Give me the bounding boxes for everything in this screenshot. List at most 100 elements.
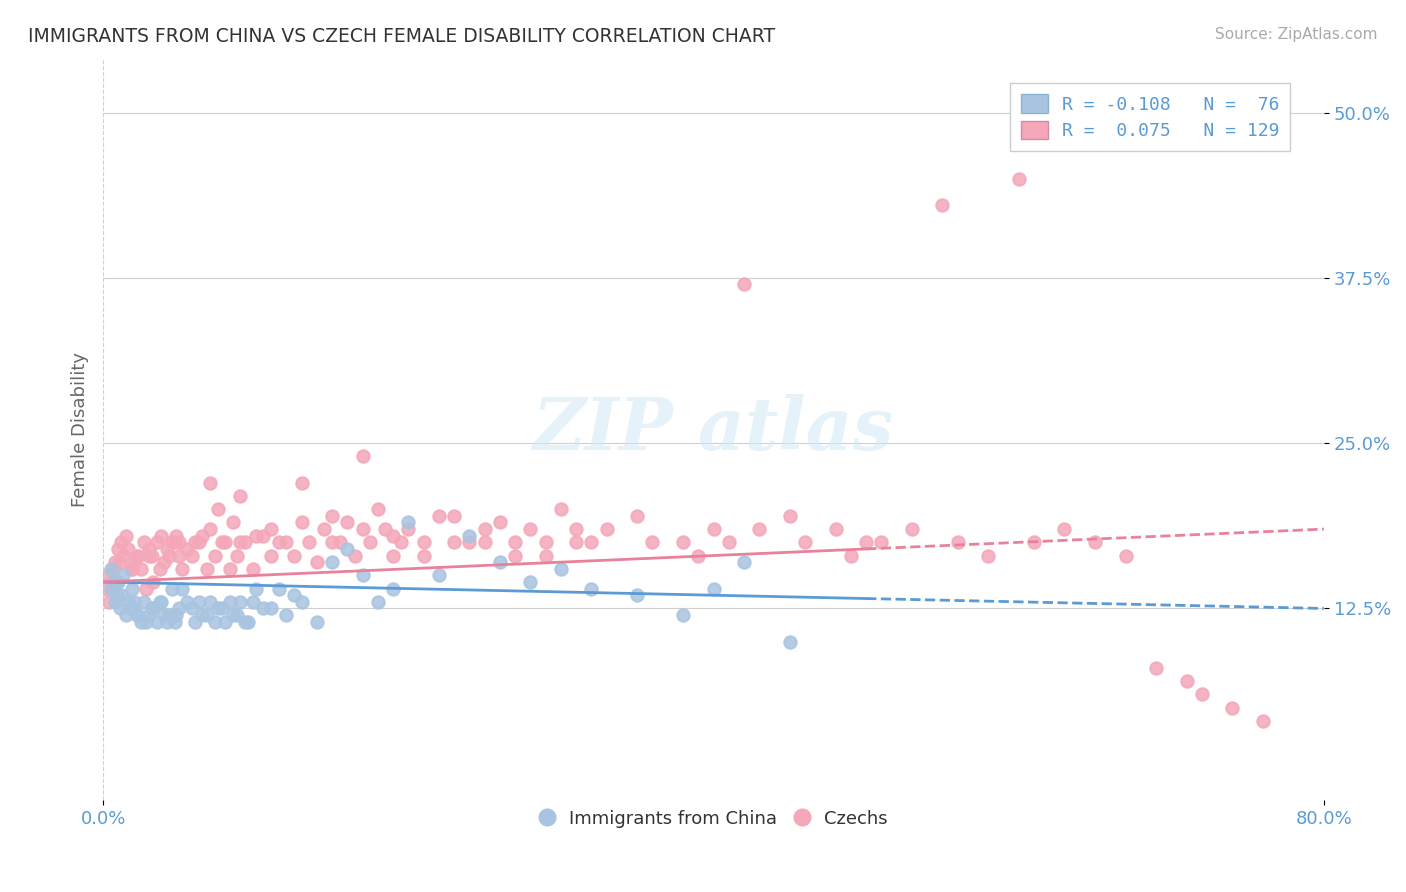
Point — [169, 535, 191, 549]
Point — [107, 574, 129, 589]
Point — [276, 608, 298, 623]
Point — [245, 582, 267, 596]
Point — [122, 555, 145, 569]
Point — [149, 562, 172, 576]
Point — [626, 508, 648, 523]
Point — [458, 529, 481, 543]
Point — [165, 608, 187, 623]
Point — [142, 601, 165, 615]
Point — [931, 198, 953, 212]
Point — [104, 595, 127, 609]
Point — [412, 549, 434, 563]
Point — [321, 508, 343, 523]
Point — [120, 601, 142, 615]
Point — [129, 615, 152, 629]
Point — [1053, 522, 1076, 536]
Point — [305, 555, 328, 569]
Point — [163, 535, 186, 549]
Point — [120, 562, 142, 576]
Point — [870, 535, 893, 549]
Point — [824, 522, 846, 536]
Point — [702, 522, 724, 536]
Point — [222, 516, 245, 530]
Point — [157, 549, 180, 563]
Point — [626, 588, 648, 602]
Text: ZIP atlas: ZIP atlas — [533, 394, 894, 466]
Point — [489, 555, 512, 569]
Point — [389, 535, 412, 549]
Text: Source: ZipAtlas.com: Source: ZipAtlas.com — [1215, 27, 1378, 42]
Point — [1084, 535, 1107, 549]
Point — [145, 615, 167, 629]
Point — [101, 574, 124, 589]
Point — [211, 535, 233, 549]
Point — [534, 549, 557, 563]
Point — [218, 595, 240, 609]
Point — [145, 535, 167, 549]
Point — [204, 615, 226, 629]
Point — [329, 535, 352, 549]
Point — [153, 608, 176, 623]
Point — [901, 522, 924, 536]
Point — [180, 601, 202, 615]
Point — [121, 562, 143, 576]
Point — [134, 535, 156, 549]
Point — [188, 595, 211, 609]
Point — [108, 601, 131, 615]
Point — [267, 582, 290, 596]
Point — [260, 601, 283, 615]
Point — [748, 522, 770, 536]
Point — [122, 595, 145, 609]
Point — [172, 582, 194, 596]
Point — [290, 595, 312, 609]
Point — [1251, 714, 1274, 728]
Point — [321, 555, 343, 569]
Point — [157, 608, 180, 623]
Point — [352, 450, 374, 464]
Point — [733, 555, 755, 569]
Point — [211, 601, 233, 615]
Point — [352, 522, 374, 536]
Point — [195, 562, 218, 576]
Point — [150, 529, 173, 543]
Point — [138, 549, 160, 563]
Point — [107, 541, 129, 556]
Point — [160, 535, 183, 549]
Point — [443, 508, 465, 523]
Point — [169, 601, 191, 615]
Point — [245, 529, 267, 543]
Point — [519, 522, 541, 536]
Point — [242, 595, 264, 609]
Point — [382, 549, 405, 563]
Point — [367, 595, 389, 609]
Point — [260, 522, 283, 536]
Point — [115, 529, 138, 543]
Point — [427, 508, 450, 523]
Point — [321, 535, 343, 549]
Point — [163, 615, 186, 629]
Point — [1008, 171, 1031, 186]
Point — [96, 582, 118, 596]
Point — [839, 549, 862, 563]
Point — [100, 562, 122, 576]
Point — [717, 535, 740, 549]
Point — [474, 522, 496, 536]
Point — [276, 535, 298, 549]
Point — [180, 549, 202, 563]
Point — [191, 608, 214, 623]
Point — [283, 549, 305, 563]
Point — [1175, 674, 1198, 689]
Point — [105, 574, 128, 589]
Point — [1115, 549, 1137, 563]
Point — [550, 502, 572, 516]
Point — [222, 608, 245, 623]
Point — [169, 549, 191, 563]
Point — [165, 529, 187, 543]
Point — [127, 608, 149, 623]
Point — [343, 549, 366, 563]
Point — [110, 535, 132, 549]
Point — [134, 595, 156, 609]
Point — [226, 549, 249, 563]
Point — [135, 615, 157, 629]
Point — [183, 615, 205, 629]
